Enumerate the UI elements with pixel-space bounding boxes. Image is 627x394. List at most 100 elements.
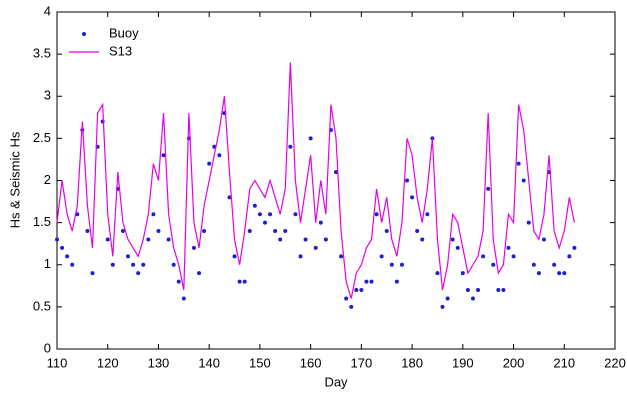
data-point xyxy=(283,229,288,234)
data-point xyxy=(161,153,166,158)
data-point xyxy=(268,212,273,217)
data-point xyxy=(460,271,465,276)
data-point xyxy=(344,296,349,301)
data-point xyxy=(191,245,196,250)
data-point xyxy=(379,254,384,259)
data-point xyxy=(552,262,557,267)
data-point xyxy=(60,245,65,250)
data-point xyxy=(470,296,475,301)
data-point xyxy=(349,304,354,309)
data-point xyxy=(465,288,470,293)
data-point xyxy=(141,262,146,267)
x-tick-label: 180 xyxy=(401,355,423,370)
data-point xyxy=(278,237,283,242)
data-point xyxy=(420,237,425,242)
data-point xyxy=(217,153,222,158)
data-point xyxy=(572,245,577,250)
y-tick-label: 2.5 xyxy=(33,130,51,145)
data-point xyxy=(151,212,156,217)
data-point xyxy=(105,237,110,242)
y-tick-label: 1 xyxy=(44,256,51,271)
data-point xyxy=(202,229,207,234)
data-point xyxy=(511,254,516,259)
data-point xyxy=(120,229,125,234)
data-point xyxy=(440,304,445,309)
x-tick-label: 150 xyxy=(249,355,271,370)
data-point xyxy=(516,161,521,166)
data-point xyxy=(359,288,364,293)
data-point xyxy=(207,161,212,166)
data-point xyxy=(374,212,379,217)
data-point xyxy=(405,178,410,183)
data-point xyxy=(415,229,420,234)
data-point xyxy=(136,271,141,276)
data-point xyxy=(176,279,181,284)
data-point xyxy=(496,288,501,293)
data-point xyxy=(562,271,567,276)
data-point xyxy=(389,262,394,267)
data-point xyxy=(156,229,161,234)
data-point xyxy=(369,279,374,284)
data-point xyxy=(323,237,328,242)
y-tick-label: 3.5 xyxy=(33,46,51,61)
data-point xyxy=(521,178,526,183)
y-tick-label: 4 xyxy=(44,3,51,18)
data-point xyxy=(308,136,313,141)
x-tick-label: 220 xyxy=(604,355,626,370)
data-point xyxy=(501,288,506,293)
data-point xyxy=(146,237,151,242)
data-point xyxy=(55,237,59,242)
x-axis-label: Day xyxy=(324,374,348,389)
legend-swatch xyxy=(82,32,86,36)
y-tick-label: 1.5 xyxy=(33,214,51,229)
y-tick-label: 2 xyxy=(44,172,51,187)
data-point xyxy=(339,254,344,259)
data-point xyxy=(293,212,298,217)
y-tick-label: 3 xyxy=(44,88,51,103)
x-tick-label: 210 xyxy=(553,355,575,370)
data-point xyxy=(171,262,176,267)
data-point xyxy=(247,229,252,234)
data-point xyxy=(445,296,450,301)
data-point xyxy=(384,229,389,234)
data-point xyxy=(313,245,318,250)
x-tick-label: 160 xyxy=(300,355,322,370)
data-point xyxy=(481,254,486,259)
data-point xyxy=(536,271,541,276)
data-point xyxy=(354,288,359,293)
data-point xyxy=(557,271,562,276)
data-point xyxy=(273,229,278,234)
data-point xyxy=(85,229,90,234)
data-point xyxy=(526,220,531,225)
data-point xyxy=(491,262,496,267)
y-tick-label: 0 xyxy=(44,340,51,355)
data-point xyxy=(531,262,536,267)
data-point xyxy=(399,262,404,267)
data-point xyxy=(242,279,247,284)
data-point xyxy=(318,220,323,225)
data-point xyxy=(410,195,415,200)
data-point xyxy=(70,262,75,267)
x-tick-label: 140 xyxy=(198,355,220,370)
data-point xyxy=(455,245,460,250)
data-point xyxy=(435,271,440,276)
data-point xyxy=(197,271,202,276)
data-point xyxy=(541,237,546,242)
legend-label: Buoy xyxy=(109,25,139,40)
x-tick-label: 120 xyxy=(97,355,119,370)
data-point xyxy=(288,144,293,149)
x-tick-label: 170 xyxy=(351,355,373,370)
data-point xyxy=(262,220,267,225)
data-point xyxy=(232,254,237,259)
y-tick-label: 0.5 xyxy=(33,298,51,313)
data-point xyxy=(131,262,136,267)
data-point xyxy=(506,245,511,250)
legend-label: S13 xyxy=(109,43,132,58)
data-point xyxy=(298,254,303,259)
data-point xyxy=(110,262,115,267)
data-point xyxy=(166,237,171,242)
data-point xyxy=(364,279,369,284)
data-point xyxy=(237,279,242,284)
data-point xyxy=(334,170,338,175)
